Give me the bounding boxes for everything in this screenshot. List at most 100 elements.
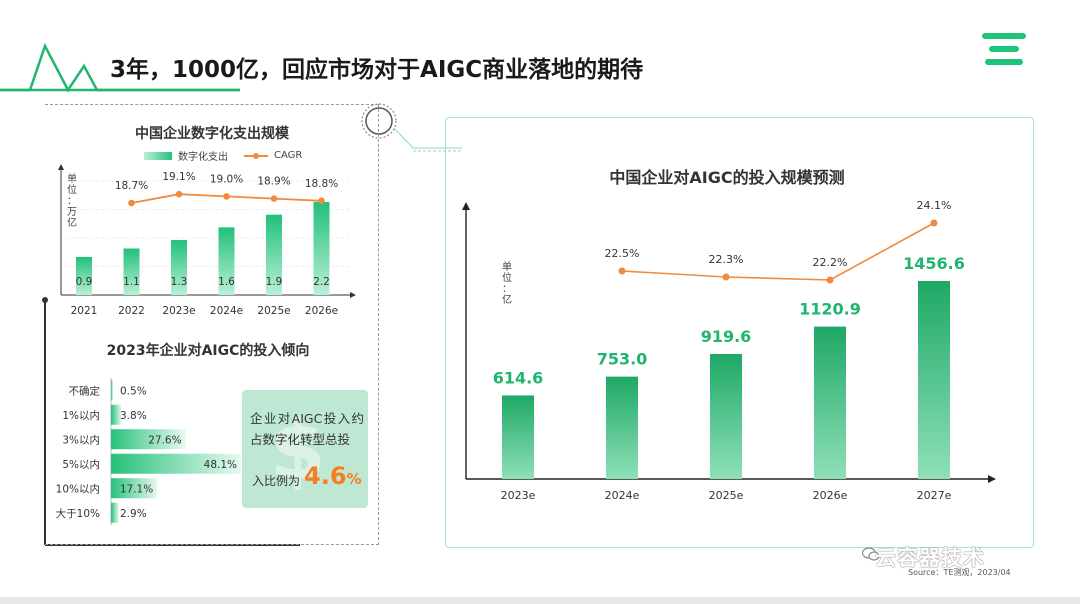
right-panel bbox=[445, 117, 1034, 548]
y-axis-arrow bbox=[462, 202, 470, 210]
chart1-title: 中国企业数字化支出规模 bbox=[135, 126, 289, 142]
growth-line bbox=[621, 222, 935, 281]
hbar-value-label: 2.9% bbox=[120, 508, 147, 520]
left-panel bbox=[45, 104, 379, 545]
callout-unit: % bbox=[346, 470, 362, 488]
cagr-label: 18.9% bbox=[257, 176, 290, 188]
chart2-title: 2023年企业对AIGC的投入倾向 bbox=[106, 343, 310, 359]
x-axis-arrow bbox=[350, 292, 356, 298]
x-tick-label: 2024e bbox=[605, 489, 640, 502]
chart3-title: 中国企业对AIGC的投入规模预测 bbox=[609, 168, 845, 187]
chart3-unit-label: 单位：亿 bbox=[502, 262, 512, 306]
callout-value: 4.6% bbox=[304, 462, 362, 490]
bar-value-label: 2.2 bbox=[313, 276, 330, 288]
bar-2024e bbox=[218, 227, 235, 295]
bar-value-label: 753.0 bbox=[597, 350, 648, 369]
bar-2023e bbox=[502, 395, 534, 479]
hbar-value-label: 27.6% bbox=[148, 434, 181, 446]
cagr-label: 19.0% bbox=[210, 173, 243, 185]
dollar-icon: $ bbox=[270, 404, 326, 497]
bar-2024e bbox=[606, 376, 638, 479]
circle-deco-icon bbox=[361, 103, 397, 139]
page-title: 3年，1000亿，回应市场对于AIGC商业落地的期待 bbox=[110, 57, 644, 83]
cagr-point bbox=[175, 190, 183, 198]
cagr-point bbox=[318, 197, 325, 205]
bar-2022 bbox=[123, 248, 140, 295]
category-label: 3%以内 bbox=[62, 433, 100, 446]
hbar-value-label: 3.8% bbox=[120, 410, 147, 422]
legend-bar-swatch bbox=[144, 151, 172, 160]
hbar-0 bbox=[111, 380, 113, 401]
bar-2026e bbox=[313, 202, 330, 295]
category-label: 1%以内 bbox=[62, 409, 100, 422]
chart1-unit-label: 单位：万亿 bbox=[67, 174, 77, 229]
bar-2023e bbox=[171, 240, 187, 295]
legend-bar-label: 数字化支出 bbox=[178, 152, 228, 163]
growth-label: 22.2% bbox=[813, 256, 848, 269]
hbar-value-label: 0.5% bbox=[120, 385, 147, 397]
bar-value-label: 0.9 bbox=[76, 276, 93, 288]
wechat-icon bbox=[861, 546, 880, 561]
category-label: 大于10% bbox=[56, 507, 100, 520]
callout-line3: 入比例为 bbox=[252, 474, 301, 488]
growth-label: 22.5% bbox=[605, 247, 640, 260]
hbar-4 bbox=[111, 478, 158, 499]
bar-value-label: 1.9 bbox=[266, 276, 283, 288]
x-tick-label: 2025e bbox=[709, 489, 744, 502]
legend-line-label: CAGR bbox=[274, 150, 303, 161]
x-tick-label: 2023e bbox=[162, 305, 195, 317]
bar-value-label: 919.6 bbox=[701, 327, 752, 346]
cagr-point bbox=[128, 199, 135, 207]
chart1-legend: 数字化支出 CAGR bbox=[144, 148, 302, 163]
bar-value-label: 614.6 bbox=[493, 368, 544, 387]
growth-point bbox=[930, 219, 938, 227]
cagr-label: 18.8% bbox=[305, 178, 338, 190]
brand-logo-icon bbox=[982, 33, 1026, 69]
bar-value-label: 1456.6 bbox=[903, 254, 965, 273]
bar-value-label: 1120.9 bbox=[799, 300, 861, 319]
bar-value-label: 1.6 bbox=[218, 276, 235, 288]
callout-text: 企业对AIGC投入约 占数字化转型总投 bbox=[250, 408, 364, 450]
bar-value-label: 1.3 bbox=[171, 276, 188, 288]
bar-value-label: 1.1 bbox=[123, 276, 140, 288]
bar-2021 bbox=[76, 256, 92, 295]
x-tick-label: 2023e bbox=[501, 489, 536, 502]
x-tick-label: 2026e bbox=[813, 489, 848, 502]
growth-point bbox=[618, 267, 626, 275]
x-tick-label: 2025e bbox=[257, 305, 290, 317]
x-axis-arrow bbox=[988, 475, 996, 483]
y-axis-arrow bbox=[58, 164, 64, 170]
growth-label: 24.1% bbox=[917, 199, 952, 212]
callout-box: $ 企业对AIGC投入约 占数字化转型总投 入比例为 4.6% bbox=[242, 390, 368, 508]
bar-2026e bbox=[814, 326, 846, 479]
bar-2025e bbox=[266, 214, 282, 295]
x-tick-label: 2022 bbox=[118, 305, 145, 317]
source-note: Source：TE测观，2023/04 bbox=[908, 568, 1011, 577]
legend-line-swatch bbox=[244, 152, 268, 160]
cagr-point bbox=[270, 195, 278, 202]
hbar-5 bbox=[111, 502, 119, 523]
callout-line1: 企业对AIGC投入约 bbox=[250, 411, 364, 426]
hbar-value-label: 48.1% bbox=[204, 459, 237, 471]
category-label: 5%以内 bbox=[62, 458, 100, 471]
watermark: 云容器技术 bbox=[875, 546, 985, 570]
hbar-3 bbox=[111, 453, 241, 474]
bar-2025e bbox=[710, 353, 742, 479]
x-tick-label: 2024e bbox=[210, 305, 243, 317]
hbar-1 bbox=[111, 404, 122, 425]
category-label: 不确定 bbox=[69, 384, 101, 397]
hbar-value-label: 17.1% bbox=[120, 483, 153, 495]
category-label: 10%以内 bbox=[56, 482, 100, 495]
callout-number: 4.6 bbox=[304, 462, 347, 490]
x-tick-label: 2027e bbox=[917, 489, 952, 502]
cagr-point bbox=[223, 193, 230, 200]
bottom-rule bbox=[0, 597, 1080, 604]
bar-2027e bbox=[918, 281, 950, 479]
growth-point bbox=[722, 273, 730, 281]
x-tick-label: 2021 bbox=[71, 305, 98, 317]
growth-label: 22.3% bbox=[709, 253, 744, 266]
